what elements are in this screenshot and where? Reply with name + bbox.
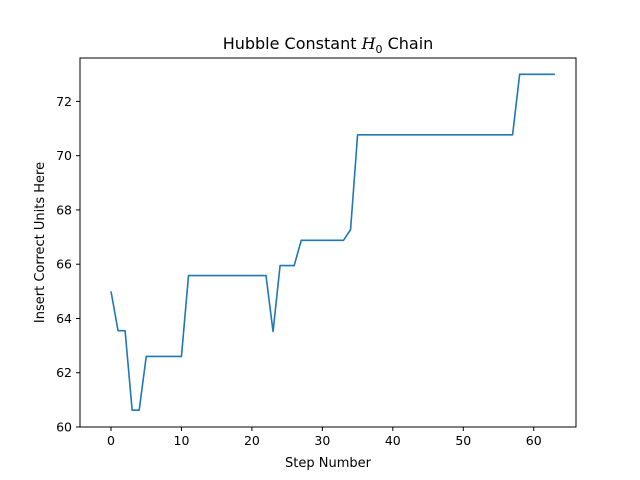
chart-title-prefix: Hubble Constant <box>223 34 362 53</box>
x-axis-label: Step Number <box>285 456 372 471</box>
x-tick-label: 30 <box>314 433 330 448</box>
series-line <box>110 73 555 411</box>
y-tick-label: 68 <box>56 202 72 217</box>
x-axis: 0 10 20 30 40 50 60 <box>107 427 542 448</box>
x-tick-label: 50 <box>455 433 471 448</box>
y-tick-label: 72 <box>56 94 72 109</box>
x-tick-label: 60 <box>526 433 542 448</box>
y-tick-label: 70 <box>56 148 72 163</box>
chart-title-subscript: 0 <box>376 43 383 56</box>
x-tick-label: 0 <box>107 433 115 448</box>
chart-title-symbol: H <box>361 34 377 53</box>
plot-area <box>110 73 555 411</box>
y-axis: 60 62 64 66 68 70 72 <box>56 94 80 435</box>
y-tick-label: 64 <box>56 311 72 326</box>
y-tick-label: 62 <box>56 365 72 380</box>
x-tick-label: 40 <box>385 433 401 448</box>
y-tick-label: 60 <box>56 420 72 435</box>
chart-title: Hubble Constant H0 Chain <box>223 34 434 56</box>
x-tick-label: 20 <box>244 433 260 448</box>
y-tick-label: 66 <box>56 257 72 272</box>
y-axis-label: Insert Correct Units Here <box>33 162 48 323</box>
chart-title-suffix: Chain <box>383 34 434 53</box>
plot-frame <box>79 57 577 428</box>
x-tick-label: 10 <box>174 433 190 448</box>
